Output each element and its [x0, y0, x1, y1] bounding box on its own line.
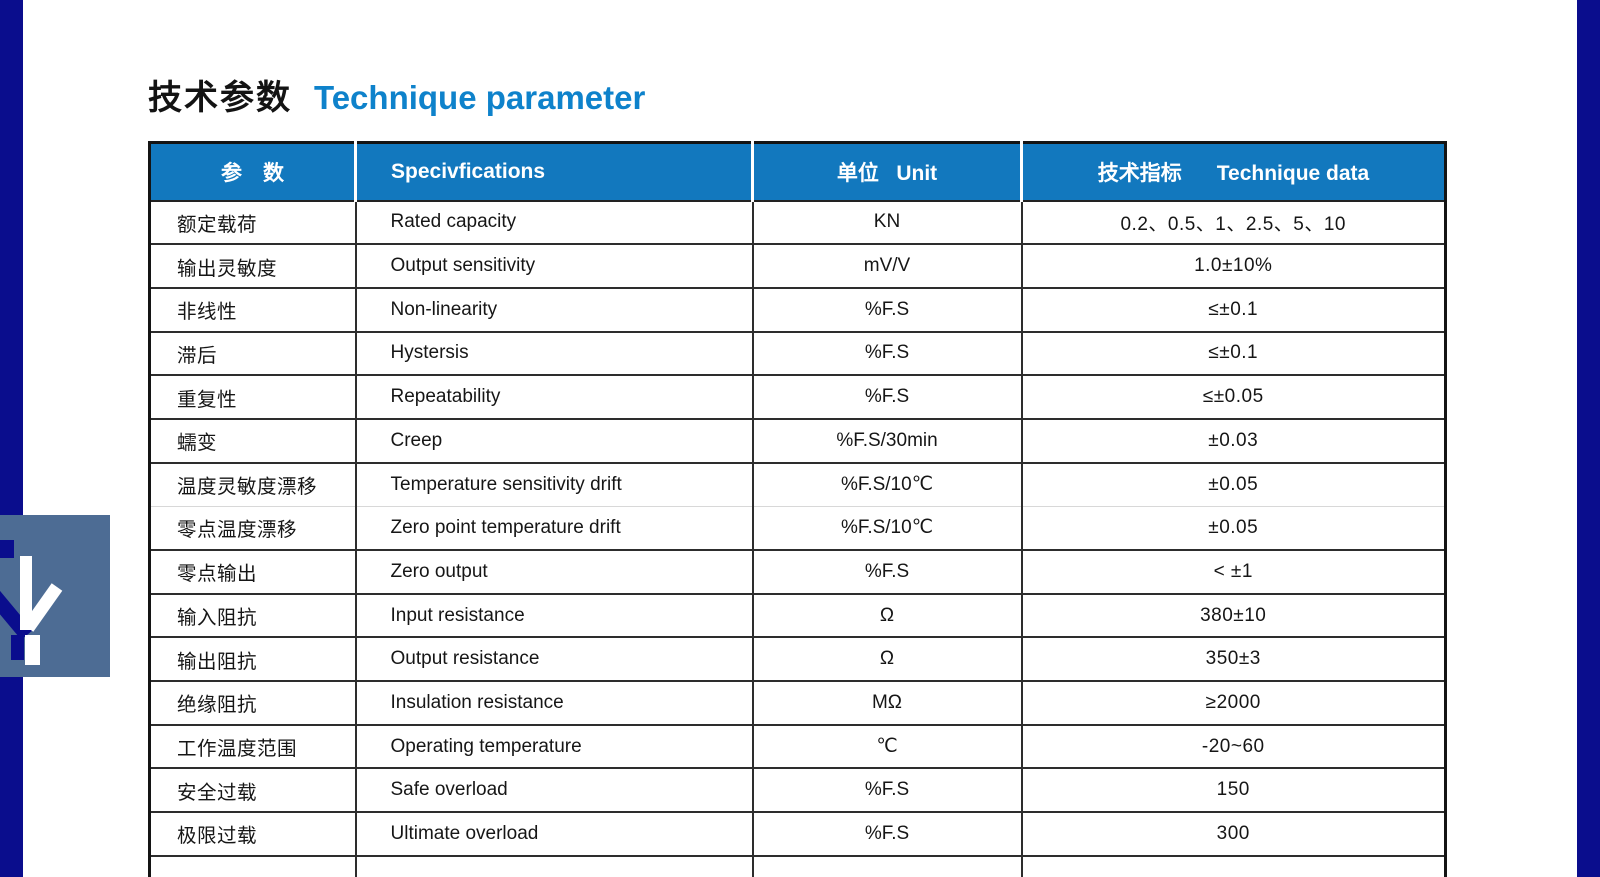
- table-row-partial: [148, 854, 1447, 877]
- table-row: 非线性 Non-linearity %F.S ≤±0.1: [148, 286, 1447, 333]
- download-arrow-icon: [0, 515, 110, 677]
- table-row: 输出灵敏度 Output sensitivity mV/V 1.0±10%: [148, 243, 1447, 289]
- cell-param-zh: 非线性: [148, 286, 357, 333]
- cell-param-zh: 滞后: [148, 330, 357, 377]
- cell-spec-en: Insulation resistance: [354, 680, 754, 726]
- cell-param-zh: [148, 854, 357, 877]
- right-edge-bar: [1577, 0, 1600, 877]
- cell-value: ±0.05: [1020, 461, 1447, 507]
- cell-spec-en: Zero point temperature drift: [354, 505, 754, 551]
- arrow-base-white: [25, 635, 40, 665]
- cell-unit: %F.S/10℃: [751, 505, 1023, 551]
- cell-spec-en: Zero output: [354, 549, 754, 595]
- cell-value: ≤±0.1: [1020, 286, 1447, 333]
- cell-spec-en: Temperature sensitivity drift: [354, 461, 754, 507]
- table-row: 绝缘阻抗 Insulation resistance MΩ ≥2000: [148, 680, 1447, 726]
- cell-value: 1.0±10%: [1020, 243, 1447, 289]
- header-param: 参 数: [148, 141, 357, 202]
- cell-unit: MΩ: [751, 680, 1023, 726]
- page-title-en: Technique parameter: [314, 79, 646, 116]
- cell-spec-en: Output resistance: [354, 636, 754, 683]
- cell-value: [1020, 854, 1447, 877]
- page-title: 技术参数 Technique parameter: [148, 70, 645, 119]
- header-technique-data: 技术指标 Technique data: [1020, 141, 1447, 202]
- cell-spec-en: Repeatability: [354, 374, 754, 420]
- cell-unit: Ω: [751, 636, 1023, 683]
- cell-param-zh: 绝缘阻抗: [148, 680, 357, 726]
- cell-unit: mV/V: [751, 243, 1023, 289]
- table-row: 蠕变 Creep %F.S/30min ±0.03: [148, 417, 1447, 464]
- arrow-stem: [20, 556, 32, 630]
- cell-value: ≥2000: [1020, 680, 1447, 726]
- table-row: 输入阻抗 Input resistance Ω 380±10: [148, 592, 1447, 639]
- cell-spec-en: Input resistance: [354, 592, 754, 639]
- technique-parameter-table: 参 数 Specivfications 单位 Unit 技术指标 Techniq…: [148, 141, 1447, 877]
- cell-param-zh: 零点输出: [148, 549, 357, 595]
- cell-spec-en: Ultimate overload: [354, 811, 754, 857]
- cell-param-zh: 蠕变: [148, 417, 357, 464]
- cell-value: 150: [1020, 767, 1447, 814]
- cell-spec-en: Output sensitivity: [354, 243, 754, 289]
- cell-param-zh: 温度灵敏度漂移: [148, 461, 357, 507]
- cell-spec-en: [354, 854, 754, 877]
- cell-unit: %F.S: [751, 374, 1023, 420]
- table-row: 输出阻抗 Output resistance Ω 350±3: [148, 636, 1447, 683]
- cell-unit: Ω: [751, 592, 1023, 639]
- table-row: 极限过载 Ultimate overload %F.S 300: [148, 811, 1447, 857]
- arrow-right-arm: [22, 583, 63, 632]
- cell-param-zh: 工作温度范围: [148, 723, 357, 770]
- left-edge-bar: [0, 0, 23, 877]
- cell-unit: %F.S/10℃: [751, 461, 1023, 507]
- table-row: 零点温度漂移 Zero point temperature drift %F.S…: [148, 505, 1447, 551]
- cell-param-zh: 输入阻抗: [148, 592, 357, 639]
- cell-unit: %F.S: [751, 549, 1023, 595]
- table-header-row: 参 数 Specivfications 单位 Unit 技术指标 Techniq…: [148, 141, 1447, 202]
- cell-unit: KN: [751, 199, 1023, 246]
- cell-spec-en: Safe overload: [354, 767, 754, 814]
- cell-value: 350±3: [1020, 636, 1447, 683]
- cell-spec-en: Operating temperature: [354, 723, 754, 770]
- cell-value: -20~60: [1020, 723, 1447, 770]
- cell-value: 300: [1020, 811, 1447, 857]
- page-title-zh: 技术参数: [148, 79, 292, 117]
- cell-value: ≤±0.1: [1020, 330, 1447, 377]
- cell-unit: %F.S: [751, 811, 1023, 857]
- arrow-base-navy: [11, 635, 24, 660]
- cell-unit: %F.S: [751, 286, 1023, 333]
- table-row: 零点输出 Zero output %F.S < ±1: [148, 549, 1447, 595]
- cell-spec-en: Hystersis: [354, 330, 754, 377]
- table-row: 安全过载 Safe overload %F.S 150: [148, 767, 1447, 814]
- cell-unit: [751, 854, 1023, 877]
- table-row: 滞后 Hystersis %F.S ≤±0.1: [148, 330, 1447, 377]
- cell-param-zh: 输出阻抗: [148, 636, 357, 683]
- cell-value: 0.2、0.5、1、2.5、5、10: [1020, 199, 1447, 246]
- header-specifications: Specivfications: [354, 141, 754, 202]
- cell-param-zh: 极限过载: [148, 811, 357, 857]
- cell-unit: %F.S: [751, 330, 1023, 377]
- cell-param-zh: 安全过载: [148, 767, 357, 814]
- cell-value: 380±10: [1020, 592, 1447, 639]
- cell-spec-en: Creep: [354, 417, 754, 464]
- cell-unit: %F.S: [751, 767, 1023, 814]
- cell-value: < ±1: [1020, 549, 1447, 595]
- cell-unit: ℃: [751, 723, 1023, 770]
- table-row: 温度灵敏度漂移 Temperature sensitivity drift %F…: [148, 461, 1447, 507]
- cell-unit: %F.S/30min: [751, 417, 1023, 464]
- icon-navy-notch: [0, 540, 14, 558]
- table-row: 重复性 Repeatability %F.S ≤±0.05: [148, 374, 1447, 420]
- cell-value: ≤±0.05: [1020, 374, 1447, 420]
- table-row: 工作温度范围 Operating temperature ℃ -20~60: [148, 723, 1447, 770]
- cell-param-zh: 额定载荷: [148, 199, 357, 246]
- table-row: 额定载荷 Rated capacity KN 0.2、0.5、1、2.5、5、1…: [148, 199, 1447, 246]
- cell-param-zh: 零点温度漂移: [148, 505, 357, 551]
- cell-spec-en: Non-linearity: [354, 286, 754, 333]
- cell-param-zh: 输出灵敏度: [148, 243, 357, 289]
- cell-spec-en: Rated capacity: [354, 199, 754, 246]
- cell-value: ±0.05: [1020, 505, 1447, 551]
- cell-value: ±0.03: [1020, 417, 1447, 464]
- cell-param-zh: 重复性: [148, 374, 357, 420]
- header-unit: 单位 Unit: [751, 141, 1023, 202]
